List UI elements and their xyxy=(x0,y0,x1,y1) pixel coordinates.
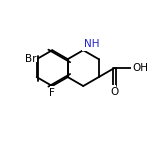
FancyBboxPatch shape xyxy=(112,85,116,89)
Text: O: O xyxy=(111,87,119,97)
FancyBboxPatch shape xyxy=(50,86,54,91)
Text: F: F xyxy=(49,88,55,98)
FancyBboxPatch shape xyxy=(82,46,90,51)
Text: NH: NH xyxy=(84,38,99,48)
Text: Br: Br xyxy=(24,54,36,64)
FancyBboxPatch shape xyxy=(131,66,139,71)
FancyBboxPatch shape xyxy=(29,57,37,62)
Text: OH: OH xyxy=(133,63,149,73)
